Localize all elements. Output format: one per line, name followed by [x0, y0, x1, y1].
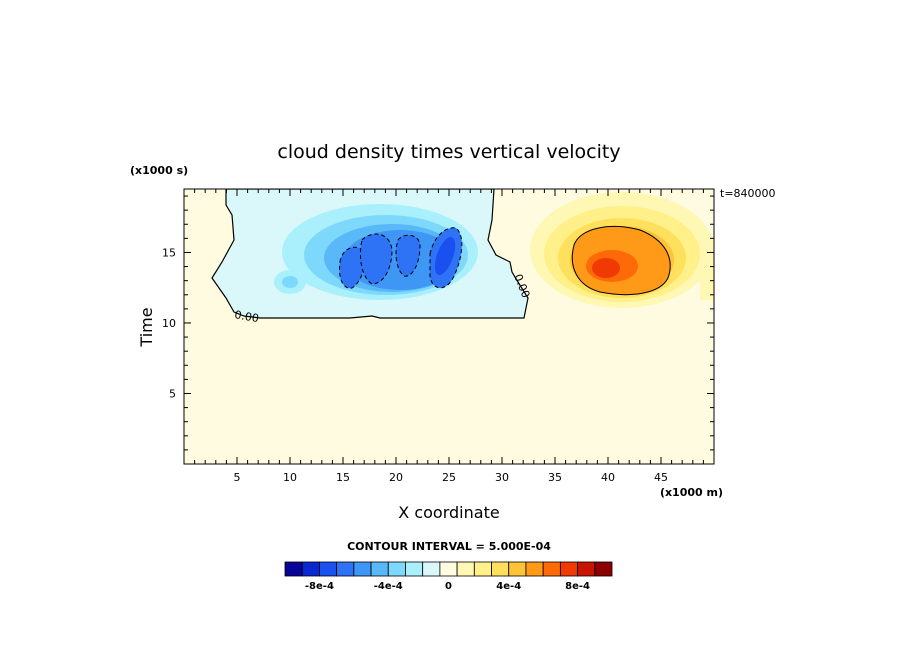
colorbar-swatch	[319, 561, 338, 577]
negative-region	[211, 189, 529, 319]
y-axis-label: Time	[137, 307, 156, 347]
y-tick-label: 15	[162, 246, 176, 259]
plot-area: 0.00 0.00	[183, 188, 715, 465]
x-unit-label: (x1000 m)	[660, 486, 723, 499]
colorbar-swatch	[542, 561, 561, 577]
colorbar-swatch	[301, 561, 320, 577]
x-tick-label: 30	[495, 471, 509, 484]
colorbar-swatch	[456, 561, 475, 577]
x-tick-label: 45	[654, 471, 668, 484]
x-axis: 5 10 15 20 25 30 35 40 45	[194, 189, 704, 484]
colorbar-swatch	[473, 561, 492, 577]
colorbar-swatch	[422, 561, 441, 577]
contour-interval: CONTOUR INTERVAL = 5.000E-04	[347, 540, 551, 553]
positive-region	[528, 189, 714, 308]
x-tick-label: 15	[336, 471, 350, 484]
negative-contour-2	[359, 233, 393, 285]
colorbar: -8e-4 -4e-4 0 4e-4 8e-4	[284, 561, 613, 592]
x-tick-label: 40	[601, 471, 615, 484]
colorbar-label: 8e-4	[565, 581, 590, 592]
colorbar-swatch	[370, 561, 389, 577]
x-tick-label: 35	[548, 471, 562, 484]
colorbar-swatch	[559, 561, 578, 577]
colorbar-label: -8e-4	[305, 581, 334, 592]
y-axis: 5 10 15	[162, 195, 714, 451]
colorbar-swatch	[284, 561, 303, 577]
y-unit-label: (x1000 s)	[130, 164, 188, 177]
x-tick-label: 20	[389, 471, 403, 484]
time-label: t=840000	[720, 187, 776, 200]
colorbar-swatch	[577, 561, 596, 577]
colorbar-swatch	[508, 561, 527, 577]
colorbar-swatch	[353, 561, 372, 577]
colorbar-swatch	[336, 561, 355, 577]
x-tick-label: 25	[442, 471, 456, 484]
y-tick-label: 5	[169, 387, 176, 400]
negative-contour-3	[395, 234, 421, 277]
chart-title: cloud density times vertical velocity	[277, 141, 620, 163]
colorbar-swatch	[491, 561, 510, 577]
contour-label-left: 0.00	[233, 308, 259, 325]
colorbar-swatch	[387, 561, 406, 577]
y-tick-label: 10	[162, 317, 176, 330]
colorbar-swatch	[525, 561, 544, 577]
x-axis-label: X coordinate	[398, 503, 499, 522]
colorbar-label: -4e-4	[374, 581, 403, 592]
colorbar-swatch	[439, 561, 458, 577]
colorbar-label: 0	[445, 581, 452, 592]
colorbar-swatch	[594, 561, 613, 577]
x-tick-label: 10	[283, 471, 297, 484]
colorbar-label: 4e-4	[496, 581, 521, 592]
x-tick-label: 5	[234, 471, 241, 484]
colorbar-swatch	[405, 561, 424, 577]
